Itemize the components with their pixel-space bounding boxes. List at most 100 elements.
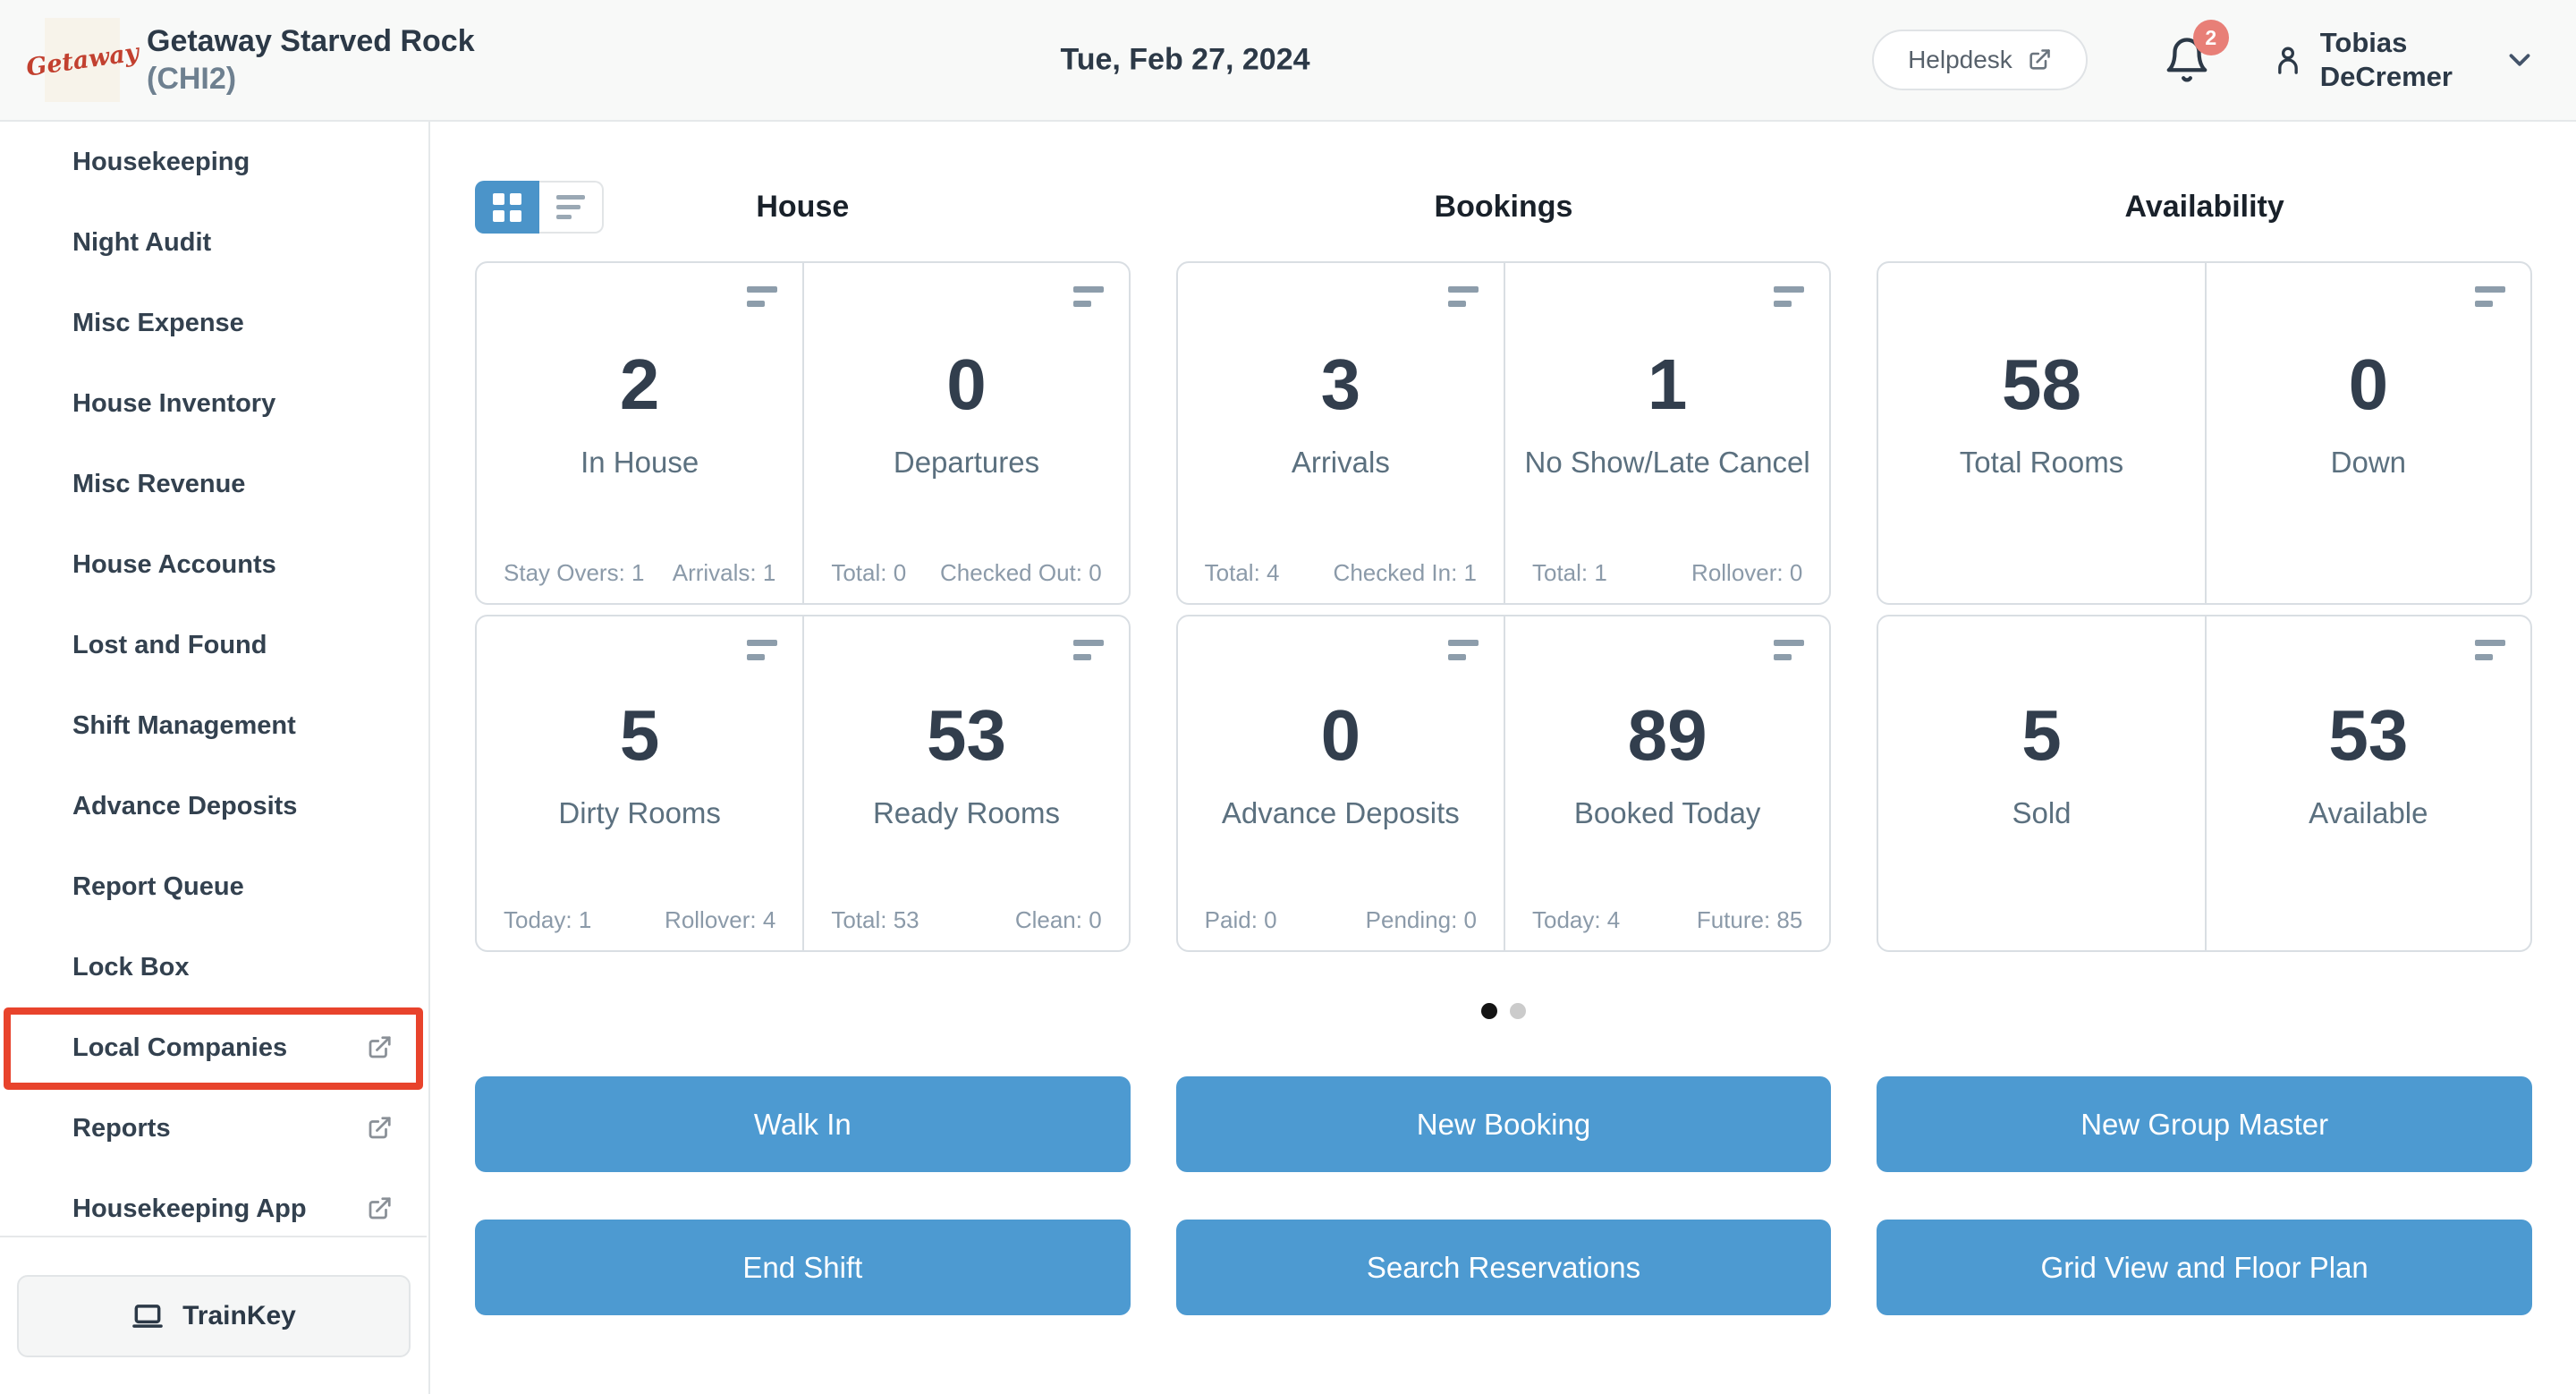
card-filter-icon[interactable] [1774, 640, 1805, 660]
sidebar-item-misc-revenue[interactable]: Misc Revenue [0, 444, 428, 524]
card-filter-icon[interactable] [1774, 286, 1805, 307]
card-sold[interactable]: 5 Sold [1878, 616, 2204, 950]
grid-view-and-floor-plan-button[interactable]: Grid View and Floor Plan [1877, 1220, 2532, 1315]
sidebar-item-house-accounts[interactable]: House Accounts [0, 524, 428, 605]
sidebar-item-housekeeping[interactable]: Housekeeping [0, 122, 428, 202]
sidebar-item-lock-box[interactable]: Lock Box [0, 927, 428, 1007]
notifications-button[interactable]: 2 [2163, 20, 2229, 84]
sidebar-item-label: House Inventory [72, 388, 276, 418]
card-dirty-rooms[interactable]: 5 Dirty Rooms Today: 1 Rollover: 4 [477, 616, 802, 950]
card-value: 5 [2021, 694, 2062, 775]
card-filter-icon[interactable] [2475, 286, 2505, 307]
availability-cards-top: 58 Total Rooms 0 Down [1877, 261, 2532, 605]
grid-view-toggle-button[interactable] [475, 181, 539, 234]
sidebar-item-lost-and-found[interactable]: Lost and Found [0, 605, 428, 685]
cards-row-bottom: 5 Dirty Rooms Today: 1 Rollover: 4 53 Ready R… [475, 615, 2532, 952]
card-stats: Stay Overs: 1 Arrivals: 1 [504, 559, 775, 587]
search-reservations-button[interactable]: Search Reservations [1175, 1220, 1832, 1315]
card-label: Departures [893, 446, 1040, 479]
sidebar-nav: Housekeeping Night Audit Misc Expense House… [0, 122, 428, 1249]
card-value: 1 [1647, 344, 1688, 424]
card-stat-total: Total: 1 [1531, 559, 1607, 586]
chevron-down-icon[interactable] [2503, 43, 2537, 77]
card-stats: Today: 4 Future: 85 [1532, 906, 1802, 934]
section-titles: House Bookings Availability [475, 181, 2532, 234]
list-view-toggle-button[interactable] [539, 181, 604, 234]
card-filter-icon[interactable] [1447, 640, 1479, 660]
card-filter-icon[interactable] [2475, 640, 2505, 660]
page-body: Housekeeping Night Audit Misc Expense House… [0, 122, 2576, 1394]
trainkey-label: TrainKey [182, 1300, 296, 1330]
card-value: 53 [2328, 694, 2409, 775]
app-header: Getaway Getaway Starved Rock (CHI2) Tue,… [0, 0, 2576, 122]
user-name: Tobias DeCremer [2320, 26, 2453, 94]
property-name: Getaway Starved Rock [147, 24, 475, 58]
carousel-dot-2[interactable] [1510, 1003, 1526, 1019]
card-value: 0 [946, 344, 987, 424]
card-value: 3 [1320, 344, 1361, 424]
bell-icon [2163, 36, 2211, 84]
sidebar-item-misc-expense[interactable]: Misc Expense [0, 283, 428, 363]
card-down[interactable]: 0 Down [2204, 263, 2530, 603]
property-title: Getaway Starved Rock (CHI2) [147, 22, 475, 98]
card-label: Total Rooms [1959, 446, 2124, 479]
trainkey-button[interactable]: TrainKey [16, 1274, 411, 1357]
sidebar-item-night-audit[interactable]: Night Audit [0, 202, 428, 283]
walk-in-button[interactable]: Walk In [475, 1076, 1131, 1172]
new-group-master-button[interactable]: New Group Master [1877, 1076, 2532, 1172]
card-total-rooms[interactable]: 58 Total Rooms [1878, 263, 2204, 603]
card-filter-icon[interactable] [1447, 286, 1479, 307]
header-right-cluster: Helpdesk 2 [1872, 0, 2537, 120]
card-booked-today[interactable]: 89 Booked Today Today: 4 Future: 85 [1503, 616, 1829, 950]
helpdesk-button[interactable]: Helpdesk [1872, 30, 2088, 90]
card-stat-future: Future: 85 [1696, 906, 1803, 933]
card-stat-arrivals: Arrivals: 1 [672, 559, 776, 586]
card-filter-icon[interactable] [1072, 286, 1104, 307]
section-title-house: House [756, 190, 850, 224]
sidebar-item-local-companies[interactable]: Local Companies [0, 1007, 428, 1090]
sidebar-item-report-queue[interactable]: Report Queue [0, 846, 428, 927]
card-advance-deposits[interactable]: 0 Advance Deposits Paid: 0 Pending: 0 [1178, 616, 1504, 950]
sidebar-item-house-inventory[interactable]: House Inventory [0, 363, 428, 444]
sidebar-item-advance-deposits[interactable]: Advance Deposits [0, 766, 428, 846]
card-stats: Total: 0 Checked Out: 0 [831, 559, 1101, 587]
carousel-dot-1[interactable] [1481, 1003, 1497, 1019]
card-filter-icon[interactable] [1072, 640, 1104, 660]
house-cards-top: 2 In House Stay Overs: 1 Arrivals: 1 0 Depart… [475, 261, 1131, 605]
new-booking-button[interactable]: New Booking [1175, 1076, 1832, 1172]
sidebar-item-housekeeping-app[interactable]: Housekeeping App [0, 1169, 428, 1249]
card-stat-stay-overs: Stay Overs: 1 [504, 559, 645, 586]
sidebar-item-label: House Accounts [72, 549, 276, 579]
sidebar-item-label: Local Companies [72, 1033, 288, 1062]
card-arrivals[interactable]: 3 Arrivals Total: 4 Checked In: 1 [1178, 263, 1504, 603]
card-available[interactable]: 53 Available [2204, 616, 2530, 950]
card-stat-clean: Clean: 0 [1014, 906, 1102, 933]
card-in-house[interactable]: 2 In House Stay Overs: 1 Arrivals: 1 [477, 263, 802, 603]
user-menu[interactable]: Tobias DeCremer [2270, 26, 2453, 94]
sidebar-item-label: Misc Expense [72, 308, 244, 337]
sidebar-item-label: Night Audit [72, 227, 212, 257]
house-cards-bottom: 5 Dirty Rooms Today: 1 Rollover: 4 53 Ready R… [475, 615, 1131, 952]
action-buttons-row-1: Walk In New Booking New Group Master [475, 1076, 2532, 1172]
dashboard-controls-row: House Bookings Availability [475, 181, 2532, 234]
helpdesk-label: Helpdesk [1908, 46, 2012, 73]
card-stat-checked-out: Checked Out: 0 [940, 559, 1102, 586]
card-no-show-late-cancel[interactable]: 1 No Show/Late Cancel Total: 1 Rollover: 0 [1503, 263, 1829, 603]
card-filter-icon[interactable] [747, 286, 778, 307]
card-label: Down [2330, 446, 2407, 479]
card-value: 89 [1627, 694, 1707, 775]
sidebar-item-label: Housekeeping App [72, 1194, 307, 1223]
end-shift-button[interactable]: End Shift [475, 1220, 1131, 1315]
sidebar-item-reports[interactable]: Reports [0, 1088, 428, 1169]
external-link-icon [366, 1034, 393, 1061]
laptop-icon [131, 1299, 165, 1333]
card-departures[interactable]: 0 Departures Total: 0 Checked Out: 0 [802, 263, 1128, 603]
card-value: 0 [1320, 694, 1361, 775]
user-icon [2270, 42, 2306, 78]
card-ready-rooms[interactable]: 53 Ready Rooms Total: 53 Clean: 0 [802, 616, 1128, 950]
external-link-icon [366, 1115, 393, 1142]
card-filter-icon[interactable] [747, 640, 778, 660]
sidebar-item-label: Report Queue [72, 871, 244, 901]
card-label: Dirty Rooms [558, 795, 721, 829]
sidebar-item-shift-management[interactable]: Shift Management [0, 685, 428, 766]
